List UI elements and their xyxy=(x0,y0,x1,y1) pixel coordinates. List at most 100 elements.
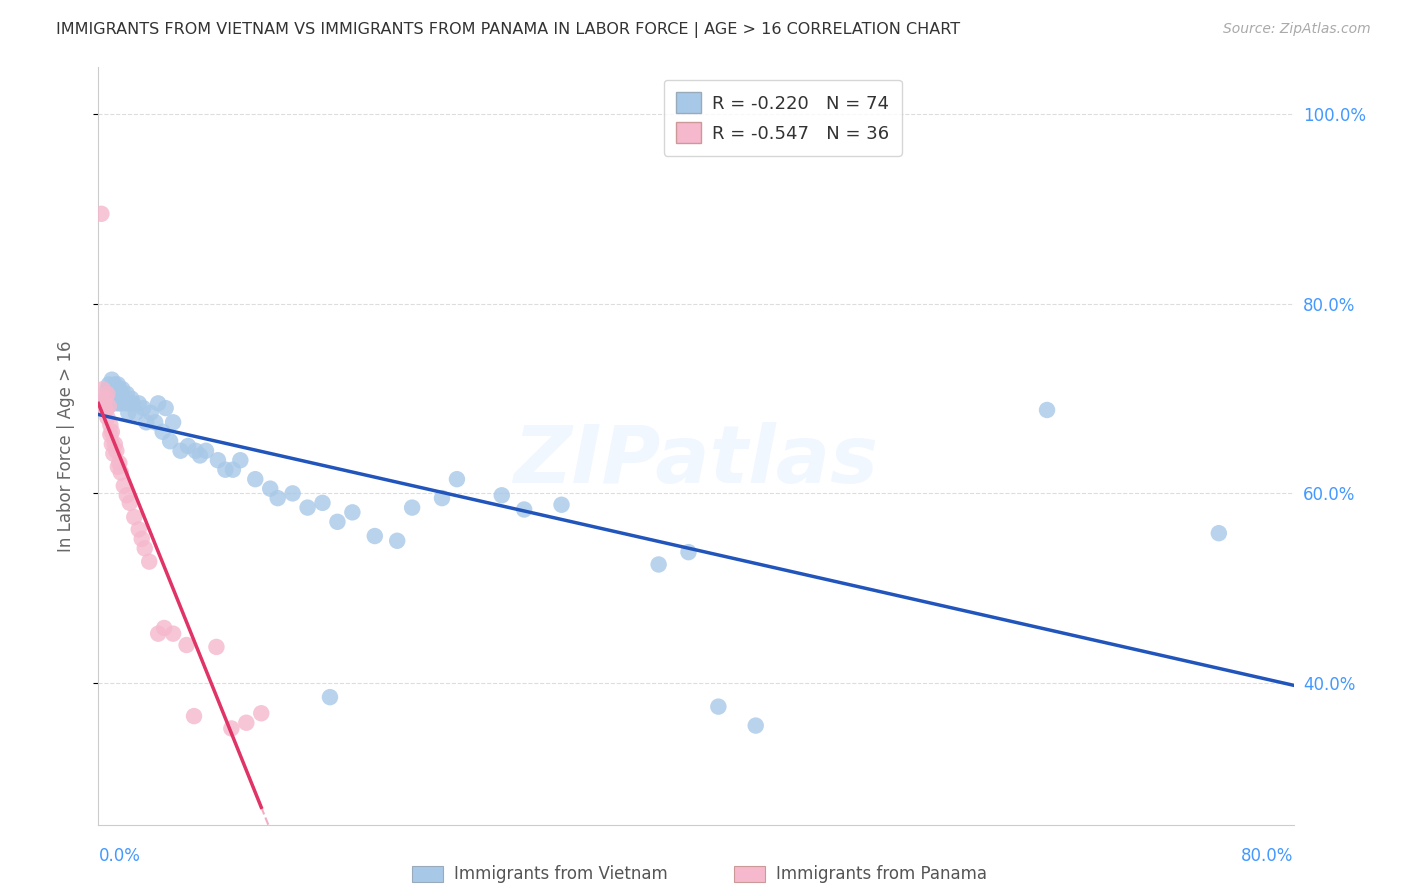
Point xyxy=(152,425,174,439)
Point xyxy=(90,207,112,221)
Point xyxy=(111,382,134,396)
Point xyxy=(101,392,124,406)
Point xyxy=(153,621,176,635)
Point xyxy=(114,396,136,410)
Point xyxy=(94,392,117,406)
Point xyxy=(91,396,114,410)
Point xyxy=(121,396,143,410)
Point xyxy=(131,532,153,546)
Point xyxy=(139,406,162,420)
Point xyxy=(647,558,669,572)
Point xyxy=(105,443,128,458)
Point xyxy=(107,377,129,392)
Text: Immigrants from Vietnam: Immigrants from Vietnam xyxy=(454,865,668,883)
Point xyxy=(235,715,257,730)
Point xyxy=(97,399,120,413)
Point xyxy=(176,638,198,652)
Point xyxy=(94,403,117,417)
Point xyxy=(125,406,148,420)
Point xyxy=(446,472,468,486)
Point xyxy=(120,392,142,406)
Point xyxy=(132,401,155,416)
Point xyxy=(135,415,157,429)
Point xyxy=(124,510,146,524)
Point xyxy=(108,382,131,396)
Point xyxy=(101,373,124,387)
Point xyxy=(128,522,150,536)
Point xyxy=(183,709,205,723)
Point xyxy=(128,396,150,410)
Point xyxy=(112,479,135,493)
Point xyxy=(707,699,730,714)
Point xyxy=(319,690,342,705)
Point xyxy=(101,425,124,439)
Point xyxy=(96,382,118,396)
Point xyxy=(297,500,319,515)
Point xyxy=(98,418,122,433)
Point xyxy=(678,545,700,559)
Point xyxy=(177,439,200,453)
Point xyxy=(98,382,122,396)
Point xyxy=(103,446,125,460)
Point xyxy=(93,401,115,416)
Point xyxy=(134,541,156,556)
Point xyxy=(342,505,364,519)
Legend: R = -0.220   N = 74, R = -0.547   N = 36: R = -0.220 N = 74, R = -0.547 N = 36 xyxy=(664,79,903,156)
Point xyxy=(98,396,122,410)
Point xyxy=(1036,403,1059,417)
Text: 80.0%: 80.0% xyxy=(1241,847,1294,865)
Point xyxy=(118,496,141,510)
Point xyxy=(138,555,160,569)
Point xyxy=(115,488,138,502)
Point xyxy=(430,491,453,505)
Point xyxy=(188,449,211,463)
Text: IMMIGRANTS FROM VIETNAM VS IMMIGRANTS FROM PANAMA IN LABOR FORCE | AGE > 16 CORR: IMMIGRANTS FROM VIETNAM VS IMMIGRANTS FR… xyxy=(56,22,960,38)
Text: 0.0%: 0.0% xyxy=(98,847,141,865)
Point xyxy=(222,463,245,477)
Point xyxy=(105,392,128,406)
Point xyxy=(112,392,135,406)
Point xyxy=(385,533,409,548)
Point xyxy=(97,392,120,406)
Point xyxy=(259,482,281,496)
Point xyxy=(93,401,115,416)
Point xyxy=(221,722,243,736)
Point xyxy=(364,529,387,543)
Point xyxy=(205,640,228,654)
Point xyxy=(117,406,139,420)
Point xyxy=(98,427,122,442)
Point xyxy=(155,401,177,416)
Point xyxy=(96,387,118,401)
Point xyxy=(104,377,127,392)
Point xyxy=(401,500,423,515)
Point xyxy=(745,718,768,732)
Point xyxy=(513,502,536,516)
Point xyxy=(184,443,207,458)
Point xyxy=(110,466,132,480)
Point xyxy=(103,396,125,410)
Point xyxy=(105,382,128,396)
Point xyxy=(104,392,127,406)
Text: Source: ZipAtlas.com: Source: ZipAtlas.com xyxy=(1223,22,1371,37)
Point xyxy=(107,396,129,410)
Point xyxy=(214,463,236,477)
Point xyxy=(115,387,138,401)
Point xyxy=(229,453,252,467)
Text: ZIPatlas: ZIPatlas xyxy=(513,422,879,500)
Point xyxy=(91,396,114,410)
Point xyxy=(143,415,166,429)
Point xyxy=(550,498,572,512)
Point xyxy=(1208,526,1230,541)
Point xyxy=(169,443,191,458)
Point xyxy=(97,377,120,392)
Point xyxy=(159,434,181,449)
Y-axis label: In Labor Force | Age > 16: In Labor Force | Age > 16 xyxy=(56,340,75,552)
Point xyxy=(267,491,290,505)
Point xyxy=(148,626,170,640)
Point xyxy=(104,437,127,451)
Point xyxy=(207,453,229,467)
Point xyxy=(103,382,125,396)
Point xyxy=(91,382,114,396)
Point xyxy=(195,443,218,458)
Point xyxy=(96,410,118,425)
